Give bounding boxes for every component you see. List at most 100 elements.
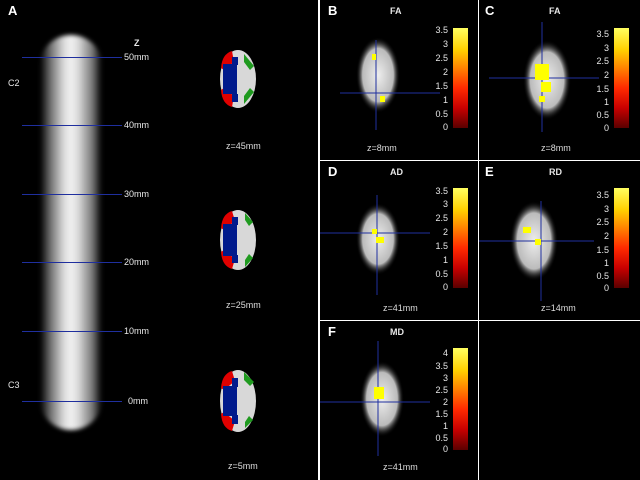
panel-a: A Z C2 C3 50mm 40mm 30mm 20mm 10mm 0mm z… bbox=[0, 0, 318, 480]
panel-c-z: z=8mm bbox=[541, 143, 571, 153]
tick-b-3: 2 bbox=[442, 67, 448, 77]
tick-d-0: 3.5 bbox=[435, 186, 448, 196]
panel-c-label: C bbox=[485, 3, 495, 18]
panel-e: E RD 3.5 3 2.5 2 1.5 1 0.5 0 z=14mm bbox=[479, 161, 640, 320]
empty-panel bbox=[479, 321, 640, 480]
tick-b-2: 2.5 bbox=[435, 53, 448, 63]
divider-vertical-left bbox=[318, 0, 320, 480]
mm-line-0 bbox=[22, 401, 122, 402]
tick-c-1: 3 bbox=[603, 43, 609, 53]
axial-slice-c bbox=[489, 22, 599, 132]
divider-vertical-right bbox=[478, 0, 479, 480]
panel-f-metric: MD bbox=[390, 327, 404, 337]
mm-label-40: 40mm bbox=[124, 120, 150, 130]
tick-e-2: 2.5 bbox=[596, 217, 609, 227]
colorbar-e bbox=[614, 188, 629, 288]
tick-d-1: 3 bbox=[442, 199, 448, 209]
tick-e-3: 2 bbox=[603, 231, 609, 241]
tick-b-1: 3 bbox=[442, 39, 448, 49]
panel-e-metric: RD bbox=[549, 167, 562, 177]
tick-c-0: 3.5 bbox=[596, 29, 609, 39]
divider-horizontal-2 bbox=[318, 320, 640, 321]
slice-label-5: z=5mm bbox=[228, 461, 258, 471]
tick-e-1: 3 bbox=[603, 204, 609, 214]
colorbar-b bbox=[453, 28, 468, 128]
tick-f-8: 0 bbox=[442, 444, 448, 454]
panel-e-z: z=14mm bbox=[541, 303, 576, 313]
tick-f-0: 4 bbox=[442, 348, 448, 358]
tick-f-7: 0.5 bbox=[435, 433, 448, 443]
panel-b-z: z=8mm bbox=[367, 143, 397, 153]
tick-b-6: 0.5 bbox=[435, 109, 448, 119]
tick-e-7: 0 bbox=[603, 283, 609, 293]
panel-d-metric: AD bbox=[390, 167, 403, 177]
tick-c-4: 1.5 bbox=[596, 84, 609, 94]
mm-label-50: 50mm bbox=[124, 52, 150, 62]
panel-b-label: B bbox=[328, 3, 338, 18]
tick-e-0: 3.5 bbox=[596, 190, 609, 200]
tick-c-3: 2 bbox=[603, 70, 609, 80]
mm-line-50 bbox=[22, 57, 122, 58]
tick-d-4: 1.5 bbox=[435, 241, 448, 251]
tick-b-5: 1 bbox=[442, 95, 448, 105]
tick-f-5: 1.5 bbox=[435, 409, 448, 419]
panel-f: F MD 4 3.5 3 2.5 2 1.5 1 0.5 0 z=41mm bbox=[320, 321, 478, 480]
colorbar-d bbox=[453, 188, 468, 288]
panel-d-z: z=41mm bbox=[383, 303, 418, 313]
level-c2: C2 bbox=[8, 78, 20, 88]
tick-c-7: 0 bbox=[603, 123, 609, 133]
tick-c-2: 2.5 bbox=[596, 56, 609, 66]
mm-label-20: 20mm bbox=[124, 257, 150, 267]
tick-f-1: 3.5 bbox=[435, 361, 448, 371]
panel-d-label: D bbox=[328, 164, 338, 179]
panel-a-label: A bbox=[8, 3, 18, 18]
mm-label-10: 10mm bbox=[124, 326, 150, 336]
panel-b: B FA 3.5 3 2.5 2 1.5 1 0.5 0 z=8mm bbox=[320, 0, 478, 160]
panel-b-metric: FA bbox=[390, 6, 402, 16]
level-c3: C3 bbox=[8, 380, 20, 390]
tick-d-6: 0.5 bbox=[435, 269, 448, 279]
mm-line-20 bbox=[22, 262, 122, 263]
tick-e-6: 0.5 bbox=[596, 271, 609, 281]
colorbar-c bbox=[614, 28, 629, 128]
tick-d-7: 0 bbox=[442, 282, 448, 292]
panel-f-label: F bbox=[328, 324, 336, 339]
tick-d-2: 2.5 bbox=[435, 213, 448, 223]
mm-label-0: 0mm bbox=[128, 396, 148, 406]
panel-d: D AD 3.5 3 2.5 2 1.5 1 0.5 0 z=41mm bbox=[320, 161, 478, 320]
mm-line-30 bbox=[22, 194, 122, 195]
slice-label-25: z=25mm bbox=[226, 300, 261, 310]
tick-b-7: 0 bbox=[442, 122, 448, 132]
tick-b-0: 3.5 bbox=[435, 25, 448, 35]
spinal-cord-sagittal bbox=[40, 35, 102, 430]
panel-c-metric: FA bbox=[549, 6, 561, 16]
mm-line-40 bbox=[22, 125, 122, 126]
tick-b-4: 1.5 bbox=[435, 81, 448, 91]
axial-slice-b bbox=[340, 37, 440, 130]
segmented-slice-5mm bbox=[220, 370, 256, 432]
z-axis-label: Z bbox=[134, 38, 140, 48]
tick-d-3: 2 bbox=[442, 227, 448, 237]
tick-c-5: 1 bbox=[603, 97, 609, 107]
tick-f-4: 2 bbox=[442, 397, 448, 407]
tick-f-3: 2.5 bbox=[435, 385, 448, 395]
panel-f-z: z=41mm bbox=[383, 462, 418, 472]
tick-c-6: 0.5 bbox=[596, 110, 609, 120]
colorbar-f bbox=[453, 348, 468, 450]
axial-slice-f bbox=[320, 341, 430, 456]
tick-e-4: 1.5 bbox=[596, 245, 609, 255]
tick-d-5: 1 bbox=[442, 255, 448, 265]
mm-line-10 bbox=[22, 331, 122, 332]
mm-label-30: 30mm bbox=[124, 189, 150, 199]
slice-label-45: z=45mm bbox=[226, 141, 261, 151]
tick-e-5: 1 bbox=[603, 258, 609, 268]
tick-f-6: 1 bbox=[442, 421, 448, 431]
segmented-slice-25mm bbox=[220, 210, 256, 270]
divider-horizontal-1 bbox=[318, 160, 640, 161]
axial-slice-d bbox=[320, 195, 430, 295]
panel-e-label: E bbox=[485, 164, 494, 179]
tick-f-2: 3 bbox=[442, 373, 448, 383]
segmented-slice-45mm bbox=[220, 50, 256, 108]
panel-c: C FA 3.5 3 2.5 2 1.5 1 0.5 0 z=8mm bbox=[479, 0, 640, 160]
axial-slice-e bbox=[479, 201, 594, 301]
